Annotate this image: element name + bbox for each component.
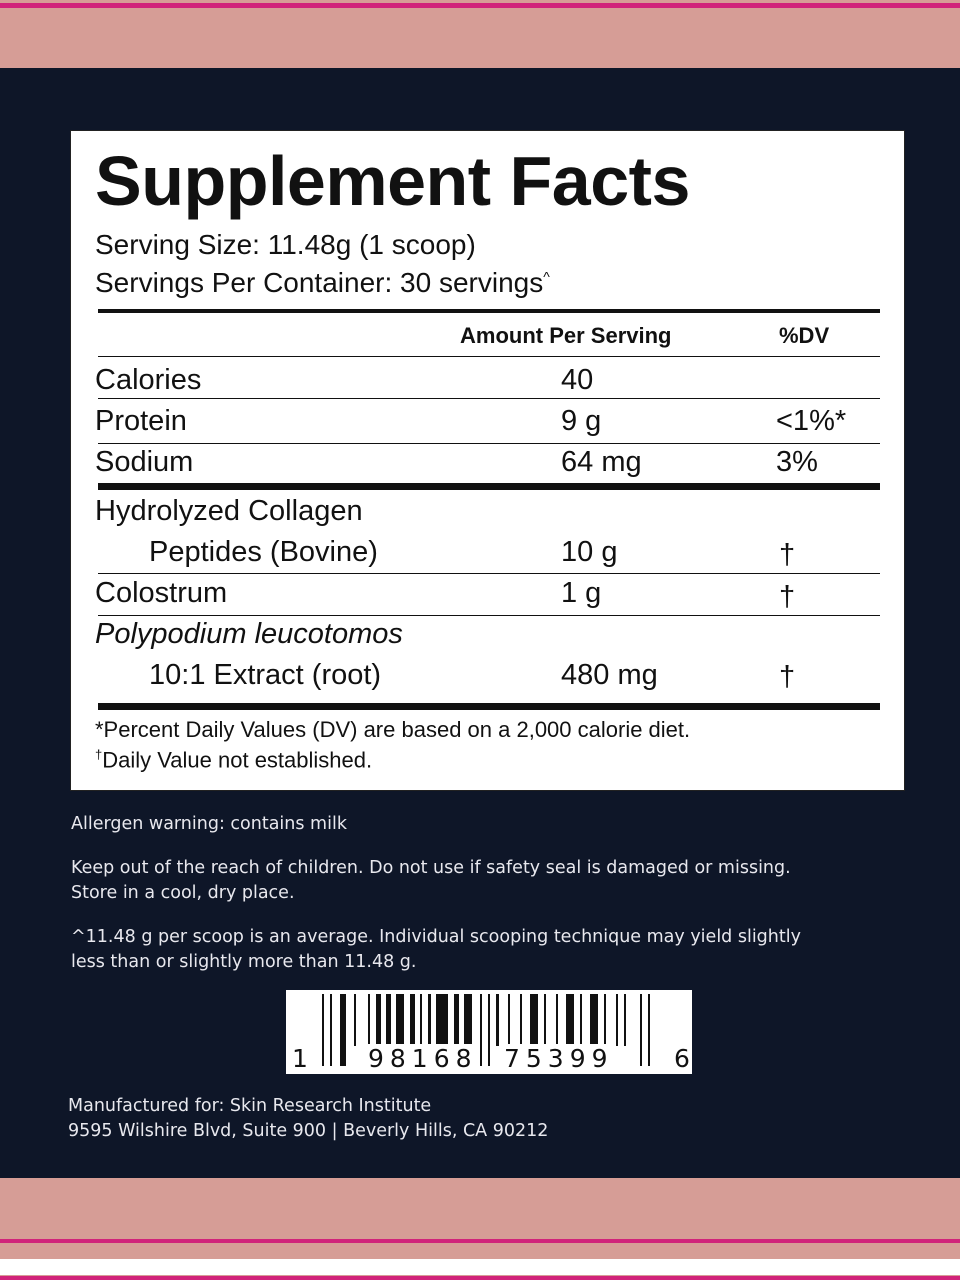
row-amount: 10 g	[561, 536, 618, 568]
barcode-bar	[590, 994, 598, 1046]
barcode-digit-last: 6	[674, 1044, 690, 1073]
barcode-bar	[648, 994, 650, 1066]
panel-title: Supplement Facts	[95, 142, 690, 220]
footnote-dv: *Percent Daily Values (DV) are based on …	[95, 717, 691, 742]
barcode-bar	[640, 994, 642, 1066]
barcode-bar	[420, 994, 422, 1046]
row-amount: 480 mg	[561, 659, 658, 691]
row-name: Hydrolyzed Collagen	[95, 495, 363, 527]
manufacturer-line-1: Manufactured for: Skin Research Institut…	[68, 1096, 432, 1116]
row-dv: †	[779, 539, 796, 571]
row-name: Protein	[95, 405, 187, 437]
divider	[98, 356, 880, 357]
barcode-bar	[428, 994, 431, 1046]
row-name: Colostrum	[95, 577, 228, 609]
servings-mark: ^	[543, 268, 550, 285]
footnote-text: Daily Value not established.	[102, 747, 373, 773]
row-name-2: Peptides (Bovine)	[149, 536, 378, 568]
barcode-bar	[410, 994, 415, 1046]
barcode-bar	[480, 994, 482, 1066]
barcode-bar	[386, 994, 391, 1046]
divider	[98, 483, 880, 490]
bottom-stripe	[0, 1239, 960, 1243]
divider	[98, 703, 880, 710]
barcode-bar	[436, 994, 448, 1046]
barcode-bar	[520, 994, 522, 1046]
row-amount: 64 mg	[561, 446, 642, 478]
divider	[98, 309, 880, 313]
divider	[98, 398, 880, 399]
barcode-bar	[368, 994, 370, 1046]
divider	[98, 615, 880, 616]
row-amount: 40	[561, 364, 594, 396]
barcode-bar	[616, 994, 618, 1046]
top-stripe	[0, 3, 960, 8]
row-name-2: 10:1 Extract (root)	[149, 659, 382, 691]
barcode-bar	[354, 994, 356, 1046]
row-name: Polypodium leucotomos	[95, 618, 403, 650]
divider	[98, 573, 880, 574]
row-dv: †	[779, 581, 796, 613]
header-dv: %DV	[779, 323, 830, 348]
barcode-bar	[604, 994, 606, 1046]
warning-line-2: Store in a cool, dry place.	[71, 883, 295, 903]
footnote-not-established: †Daily Value not established.	[95, 747, 372, 773]
dagger-mark: †	[95, 747, 103, 762]
barcode-bar	[508, 994, 510, 1046]
supplement-facts-panel: Supplement Facts Serving Size: 11.48g (1…	[70, 130, 905, 791]
warning-line-1: Keep out of the reach of children. Do no…	[71, 858, 791, 878]
row-dv: †	[779, 661, 796, 693]
row-dv: 3%	[776, 446, 818, 478]
barcode-bars	[322, 994, 650, 1066]
scoop-note-1: ^11.48 g per scoop is an average. Indivi…	[71, 927, 801, 947]
row-amount: 1 g	[561, 577, 602, 609]
header-amount: Amount Per Serving	[460, 323, 672, 348]
manufacturer-line-2: 9595 Wilshire Blvd, Suite 900 | Beverly …	[68, 1121, 549, 1141]
bottom-stripe-2	[0, 1276, 960, 1280]
top-band	[0, 0, 960, 68]
barcode-bar	[544, 994, 546, 1046]
barcode-bar	[556, 994, 558, 1046]
barcode-bar	[330, 994, 332, 1066]
scoop-note-2: less than or slightly more than 11.48 g.	[71, 952, 417, 972]
row-name: Sodium	[95, 446, 194, 478]
servings-per-container: Servings Per Container: 30 servings^	[95, 267, 550, 299]
barcode-bar	[376, 994, 381, 1046]
barcode-digit-first: 1	[292, 1044, 308, 1073]
barcode-bar	[340, 994, 346, 1066]
barcode-digits-left: 98168	[366, 1044, 480, 1073]
barcode-bar	[454, 994, 459, 1046]
barcode: 1 98168 75399 6	[286, 990, 692, 1074]
barcode-bar	[322, 994, 324, 1066]
bottom-white-stripe	[0, 1259, 960, 1275]
barcode-bar	[464, 994, 472, 1046]
barcode-bar	[624, 994, 626, 1046]
servings-text: Servings Per Container: 30 servings	[95, 267, 544, 298]
barcode-bar	[396, 994, 404, 1046]
divider	[98, 443, 880, 444]
barcode-bar	[580, 994, 582, 1046]
allergen-warning: Allergen warning: contains milk	[71, 814, 347, 834]
barcode-bar	[496, 994, 499, 1046]
row-name: Calories	[95, 364, 202, 396]
row-dv: <1%*	[776, 405, 847, 437]
row-amount: 9 g	[561, 405, 602, 437]
barcode-digits-right: 75399	[502, 1044, 616, 1073]
barcode-bar	[488, 994, 490, 1066]
serving-size: Serving Size: 11.48g (1 scoop)	[95, 229, 476, 260]
barcode-bar	[566, 994, 574, 1046]
barcode-bar	[530, 994, 538, 1046]
